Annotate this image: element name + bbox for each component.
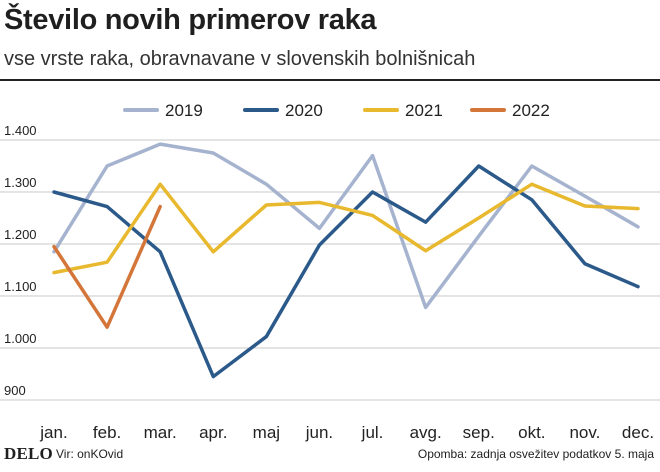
chart-subtitle: vse vrste raka, obravnavane v slovenskih… [4, 48, 476, 70]
x-tick-label: okt. [518, 423, 545, 442]
y-tick-label: 1.400 [4, 123, 37, 138]
y-tick-label: 900 [4, 383, 26, 398]
y-axis-ticks: 900 1.000 1.100 1.200 1.300 1.400 [4, 123, 37, 398]
line-chart: 900 1.000 1.100 1.200 1.300 1.400 jan. feb. mar… [0, 101, 660, 442]
footer: DELO Vir: onKOvid Opomba: zadnja osvežit… [0, 444, 660, 472]
x-tick-label: apr. [199, 423, 227, 442]
legend-label: 2021 [405, 101, 443, 120]
legend: 2019 2020 2021 2022 [123, 101, 550, 120]
series-line-2022 [52, 204, 162, 329]
chart-title: Število novih primerov raka [4, 4, 377, 36]
x-axis-ticks: jan. feb. mar. apr. maj jun. jul. avg. sep. okt. n… [39, 423, 654, 442]
x-tick-label: avg. [410, 423, 442, 442]
x-tick-label: maj [253, 423, 280, 442]
legend-label: 2020 [285, 101, 323, 120]
x-tick-label: dec. [622, 423, 654, 442]
x-tick-label: jul. [361, 423, 384, 442]
x-tick-label: sep. [463, 423, 495, 442]
legend-label: 2019 [165, 101, 203, 120]
legend-label: 2022 [512, 101, 550, 120]
delo-logo: DELO [4, 444, 53, 463]
x-tick-label: feb. [93, 423, 121, 442]
x-tick-label: nov. [569, 423, 600, 442]
series-lines [52, 142, 640, 379]
x-tick-label: mar. [144, 423, 177, 442]
y-tick-label: 1.200 [4, 227, 37, 242]
update-note: Opomba: zadnja osvežitev podatkov 5. maj… [417, 447, 654, 461]
y-tick-label: 1.100 [4, 279, 37, 294]
header-divider [0, 79, 660, 81]
source-note: Vir: onKOvid [56, 447, 124, 461]
series-line-2020 [52, 164, 640, 379]
series-line-2019 [52, 142, 640, 310]
x-tick-label: jun. [305, 423, 333, 442]
series-line-2021 [52, 182, 640, 275]
y-tick-label: 1.000 [4, 331, 37, 346]
x-tick-label: jan. [39, 423, 67, 442]
y-tick-label: 1.300 [4, 175, 37, 190]
